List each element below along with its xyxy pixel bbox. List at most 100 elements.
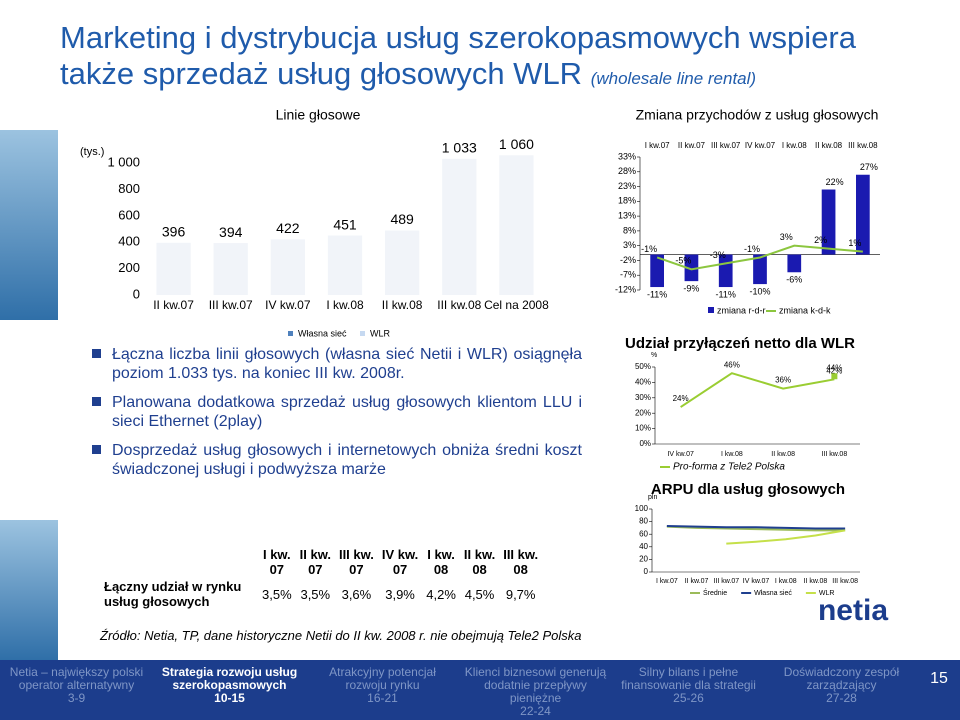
x-tick-label: III kw.07: [713, 578, 739, 585]
value-label: -9%: [683, 284, 699, 294]
nav-item: Doświadczony zespół zarządzający 27-28: [765, 660, 918, 720]
nav-pages: 10-15: [214, 691, 245, 705]
x-tick-label: II kw.08: [815, 141, 843, 150]
value-label: 42%: [826, 366, 842, 375]
value-label: 46%: [724, 360, 740, 369]
value-label: 1%: [848, 238, 861, 248]
nav-item: Silny bilans i pełne finansowanie dla st…: [612, 660, 765, 720]
legend-swatch: [360, 331, 365, 336]
quarter: IV kw.: [381, 547, 419, 562]
x-tick-label: III kw.07: [209, 298, 253, 312]
chart-title: ARPU dla usług głosowych: [651, 481, 845, 498]
unit-label: %: [651, 352, 657, 359]
bullet: Łączna liczba linii głosowych (własna si…: [92, 346, 582, 382]
year: 08: [433, 562, 449, 577]
quarter: III kw.: [503, 547, 539, 562]
row-label: Łączny udział w rynku usług głosowych: [104, 579, 242, 609]
x-tick-label: III kw.08: [848, 141, 878, 150]
nav-pages: 16-21: [367, 691, 398, 705]
table-row: Łączny udział w rynku usług głosowych 3,5…: [100, 578, 542, 610]
value-label: 3%: [780, 232, 793, 242]
line-series: [666, 525, 846, 530]
title-line: także sprzedaż usług głosowych WLR: [60, 56, 583, 91]
value-label: 422: [276, 220, 300, 236]
x-tick-label: II kw.07: [153, 298, 194, 312]
value-label: 27%: [860, 162, 878, 172]
value-label: -6%: [786, 275, 802, 285]
nav-item: Netia – największy polski operator alter…: [0, 660, 153, 720]
chart-title: Linie głosowe: [276, 107, 361, 123]
nav-text: Netia – największy polski operator alter…: [9, 665, 144, 692]
bar: [156, 242, 191, 295]
quarter: I kw.: [262, 547, 291, 562]
bar: [821, 189, 836, 255]
page-number: 15: [930, 670, 948, 687]
bar: [270, 239, 305, 295]
y-tick-label: 0%: [639, 439, 651, 448]
line-series: [726, 529, 846, 545]
x-tick-label: IV kw.07: [667, 451, 694, 458]
x-tick-label: II kw.08: [804, 578, 828, 585]
x-tick-label: I kw.08: [721, 451, 743, 458]
x-tick-label: I kw.07: [645, 141, 670, 150]
legend-label: Średnie: [703, 588, 727, 597]
y-tick-label: 33%: [618, 151, 636, 161]
x-tick-label: III kw.08: [437, 298, 481, 312]
value-label: 2%: [814, 235, 827, 245]
nav-text: Doświadczony zespół zarządzający: [783, 665, 900, 692]
source: Źródło: Netia, TP, dane historyczne Neti…: [100, 628, 582, 643]
x-tick-label: II kw.08: [771, 451, 795, 458]
x-tick-label: III kw.08: [822, 451, 848, 458]
value-label: -10%: [749, 286, 770, 296]
y-tick-label: 30%: [635, 393, 651, 402]
line-series: [680, 372, 835, 408]
value-label: 36%: [775, 376, 791, 385]
legend-label: WLR: [370, 328, 391, 338]
nav-text: Atrakcyjny potencjał rozwoju rynku: [329, 665, 436, 692]
year: 08: [472, 562, 487, 577]
unit-label: pln: [648, 494, 657, 501]
y-tick-label: 20%: [635, 408, 651, 417]
legend-label: zmiana k-d-k: [779, 305, 831, 315]
footer: Netia – największy polski operator alter…: [0, 660, 960, 720]
y-tick-label: 8%: [623, 225, 636, 235]
bullet: Dosprzedaż usług głosowych i internetowy…: [92, 442, 582, 478]
year: 07: [392, 562, 408, 577]
bar: [856, 174, 870, 255]
value-label: 44%: [826, 363, 842, 372]
y-tick-label: 0: [644, 567, 649, 576]
y-tick-label: 400: [118, 234, 140, 249]
x-tick-label: II kw.07: [678, 141, 706, 150]
legend-label: Własna sieć: [754, 590, 792, 597]
table-header: I kw. 07 II kw. 07 III kw. 07 IV kw. 07 I kw. 08 I…: [100, 546, 542, 578]
slide-title: Marketing i dystrybucja usług szerokopas…: [60, 20, 960, 97]
value-label: -11%: [716, 289, 736, 299]
x-tick-label: IV kw.07: [265, 298, 311, 312]
unit-label: (tys.): [80, 146, 104, 158]
bullet: Planowana dodatkowa sprzedaż usług głoso…: [92, 394, 582, 430]
year: 07: [349, 562, 364, 577]
year: 07: [308, 562, 323, 577]
point: [831, 373, 838, 380]
value-label: 396: [162, 224, 186, 240]
cell: 4,2%: [426, 586, 456, 602]
column-header: II kw. 07: [296, 546, 335, 578]
x-tick-label: I kw.08: [775, 578, 797, 585]
nav-item: Atrakcyjny potencjał rozwoju rynku 16-21: [306, 660, 459, 720]
column-header: III kw. 08: [499, 546, 542, 578]
logo: netia: [818, 594, 888, 627]
bar: [213, 243, 248, 295]
chart-title: Udział przyłączeń netto dla WLR: [625, 335, 855, 352]
y-tick-label: 10%: [635, 424, 651, 433]
y-tick-label: 13%: [618, 210, 636, 220]
quarter: II kw.: [299, 547, 331, 562]
value-label: 1 033: [442, 140, 477, 156]
bar: [385, 230, 420, 295]
bar: [327, 235, 363, 295]
value-label: 24%: [673, 394, 689, 403]
y-tick-label: 1 000: [107, 155, 140, 170]
x-tick-label: I kw.07: [656, 578, 678, 585]
bar: [442, 158, 477, 295]
